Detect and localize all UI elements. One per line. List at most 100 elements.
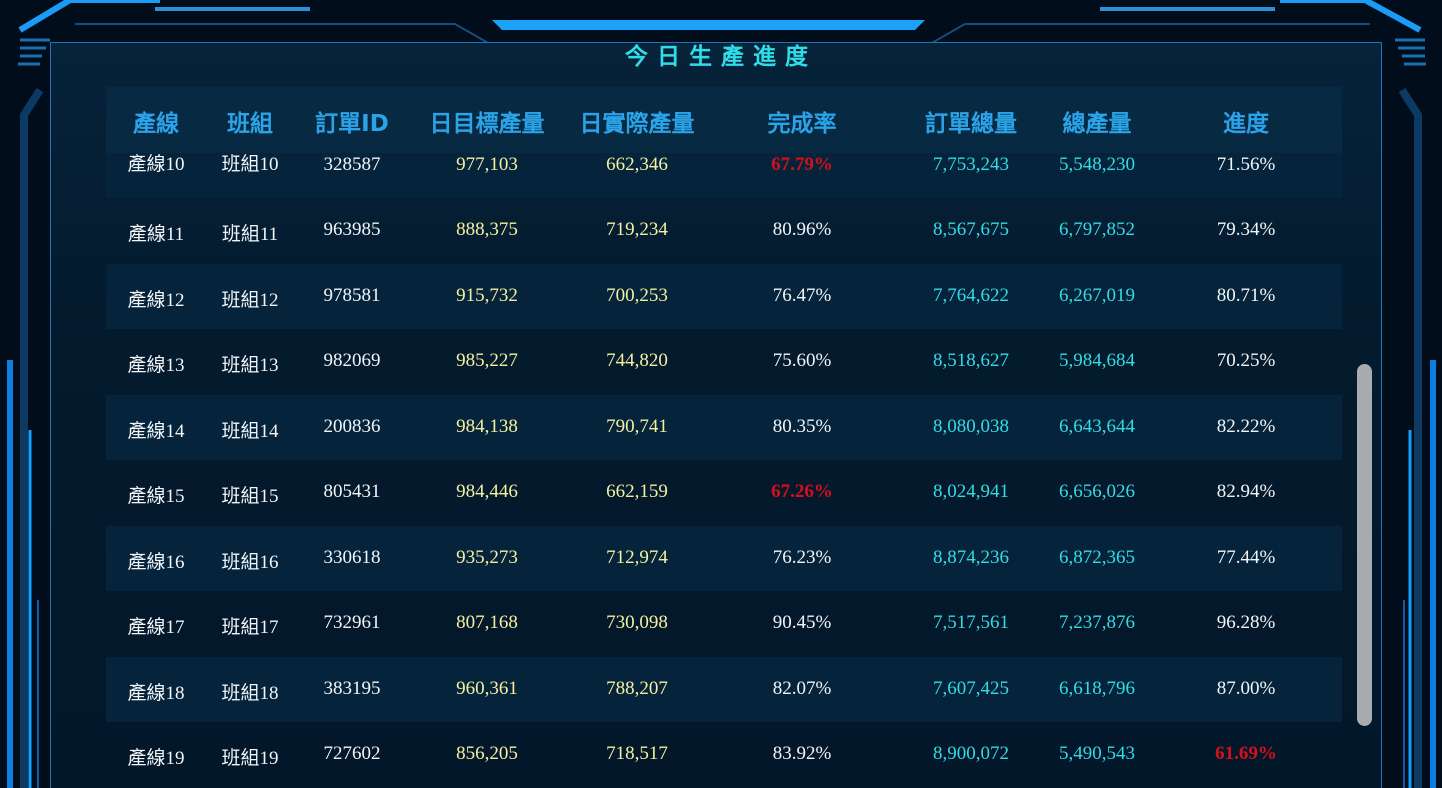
table-row[interactable]: 產線12 班組12 978581 915,732 700,253 76.47% …: [106, 263, 1342, 329]
cell-completion-rate: 90.45%: [772, 612, 832, 633]
cell-team: 班組18: [221, 682, 279, 704]
table-header: 產線 班組 訂單ID 日目標產量 日實際產量 完成率 訂單總量 總產量 進度: [106, 87, 1342, 153]
cell-daily-actual: 744,820: [606, 350, 668, 371]
cell-total-output: 5,984,684: [1059, 350, 1135, 371]
table-row[interactable]: 產線14 班組14 200836 984,138 790,741 80.35% …: [106, 394, 1342, 460]
cell-daily-target: 960,361: [456, 677, 518, 699]
cell-progress: 87.00%: [1216, 677, 1276, 699]
cell-team: 班組11: [221, 224, 279, 245]
cell-team: 班組19: [221, 748, 279, 769]
table-row[interactable]: 產線17 班組17 732961 807,168 730,098 90.45% …: [106, 591, 1342, 657]
column-header-order-id[interactable]: 訂單ID: [315, 111, 389, 137]
cell-line: 產線14: [127, 420, 185, 442]
cell-total-output: 5,548,230: [1059, 154, 1135, 175]
cell-order-id: 328587: [323, 154, 381, 175]
cell-daily-target: 888,375: [456, 219, 518, 240]
cell-order-id: 805431: [323, 481, 381, 502]
cell-completion-rate: 80.35%: [772, 415, 832, 437]
cell-completion-rate: 67.26%: [771, 481, 833, 502]
cell-daily-actual: 788,207: [606, 677, 668, 699]
cell-progress: 82.94%: [1216, 481, 1276, 502]
cell-daily-actual: 700,253: [606, 284, 668, 306]
cell-line: 產線17: [127, 617, 185, 638]
cell-order-total: 8,024,941: [933, 481, 1009, 502]
cell-total-output: 7,237,876: [1059, 612, 1135, 633]
cell-total-output: 6,267,019: [1059, 284, 1135, 306]
cell-order-total: 7,764,622: [933, 284, 1009, 306]
cell-order-total: 8,900,072: [933, 743, 1009, 764]
column-header-order-total[interactable]: 訂單總量: [925, 111, 1017, 137]
table-row[interactable]: 產線15 班組15 805431 984,446 662,159 67.26% …: [106, 460, 1342, 526]
table-row[interactable]: 產線10 班組10 328587 977,103 662,346 67.79% …: [106, 153, 1342, 198]
table-body[interactable]: 產線10 班組10 328587 977,103 662,346 67.79% …: [106, 153, 1342, 788]
column-header-line[interactable]: 產線: [133, 111, 179, 137]
cell-daily-actual: 718,517: [606, 743, 668, 764]
cell-progress: 70.25%: [1216, 350, 1276, 371]
cell-order-id: 330618: [323, 546, 381, 568]
cell-total-output: 5,490,543: [1059, 743, 1135, 764]
column-header-daily-actual[interactable]: 日實際產量: [579, 111, 695, 137]
cell-progress: 82.22%: [1216, 415, 1276, 437]
cell-line: 產線18: [127, 682, 185, 704]
cell-completion-rate: 67.79%: [771, 154, 833, 175]
cell-daily-target: 935,273: [456, 546, 518, 568]
cell-progress: 79.34%: [1216, 219, 1276, 240]
cell-completion-rate: 76.23%: [772, 546, 832, 568]
cell-completion-rate: 80.96%: [772, 219, 832, 240]
cell-team: 班組17: [221, 617, 279, 638]
column-header-daily-target[interactable]: 日目標產量: [429, 111, 545, 137]
cell-total-output: 6,656,026: [1059, 481, 1135, 502]
cell-team: 班組16: [221, 551, 279, 573]
table-row[interactable]: 產線18 班組18 383195 960,361 788,207 82.07% …: [106, 656, 1342, 722]
cell-daily-actual: 790,741: [606, 415, 668, 437]
cell-order-total: 8,874,236: [933, 546, 1009, 568]
cell-team: 班組14: [221, 420, 279, 442]
column-header-total-output[interactable]: 總產量: [1062, 111, 1132, 137]
cell-progress: 80.71%: [1216, 284, 1276, 306]
table-row[interactable]: 產線11 班組11 963985 888,375 719,234 80.96% …: [106, 198, 1342, 264]
cell-order-id: 732961: [323, 612, 381, 633]
page-title: 今日生產進度: [625, 44, 817, 70]
column-header-progress[interactable]: 進度: [1223, 111, 1269, 137]
table-row[interactable]: 產線16 班組16 330618 935,273 712,974 76.23% …: [106, 525, 1342, 591]
column-header-team[interactable]: 班組: [227, 111, 273, 137]
cell-order-id: 727602: [323, 743, 381, 764]
cell-daily-actual: 719,234: [606, 219, 668, 240]
cell-team: 班組10: [221, 154, 279, 175]
table-scrollbar[interactable]: [1357, 364, 1372, 726]
cell-daily-target: 984,138: [456, 415, 518, 437]
cell-daily-target: 985,227: [456, 350, 518, 371]
cell-daily-actual: 712,974: [606, 546, 668, 568]
cell-line: 產線11: [127, 224, 185, 245]
cell-daily-target: 807,168: [456, 612, 518, 633]
column-header-completion-rate[interactable]: 完成率: [767, 111, 837, 137]
cell-order-id: 383195: [323, 677, 381, 699]
cell-line: 產線10: [127, 154, 185, 175]
cell-completion-rate: 82.07%: [772, 677, 832, 699]
cell-line: 產線19: [127, 748, 185, 769]
cell-order-id: 982069: [323, 350, 381, 371]
cell-daily-actual: 662,159: [606, 481, 668, 502]
cell-order-total: 8,567,675: [933, 219, 1009, 240]
cell-order-id: 978581: [323, 284, 381, 306]
table-row[interactable]: 產線13 班組13 982069 985,227 744,820 75.60% …: [106, 329, 1342, 395]
cell-team: 班組12: [221, 289, 279, 311]
cell-daily-target: 984,446: [456, 481, 518, 502]
cell-completion-rate: 83.92%: [772, 743, 832, 764]
cell-daily-actual: 662,346: [606, 154, 668, 175]
cell-order-total: 8,080,038: [933, 415, 1009, 437]
cell-line: 產線13: [127, 355, 185, 376]
cell-line: 產線12: [127, 289, 185, 311]
cell-total-output: 6,643,644: [1059, 415, 1135, 437]
cell-total-output: 6,797,852: [1059, 219, 1135, 240]
cell-progress: 77.44%: [1216, 546, 1276, 568]
cell-completion-rate: 75.60%: [772, 350, 832, 371]
cell-total-output: 6,872,365: [1059, 546, 1135, 568]
cell-daily-actual: 730,098: [606, 612, 668, 633]
cell-order-total: 7,753,243: [933, 154, 1009, 175]
cell-order-id: 963985: [323, 219, 381, 240]
cell-order-total: 8,518,627: [933, 350, 1009, 371]
table-row[interactable]: 產線19 班組19 727602 856,205 718,517 83.92% …: [106, 722, 1342, 788]
production-table: 產線 班組 訂單ID 日目標產量 日實際產量 完成率 訂單總量 總產量 進度 產…: [106, 87, 1342, 788]
